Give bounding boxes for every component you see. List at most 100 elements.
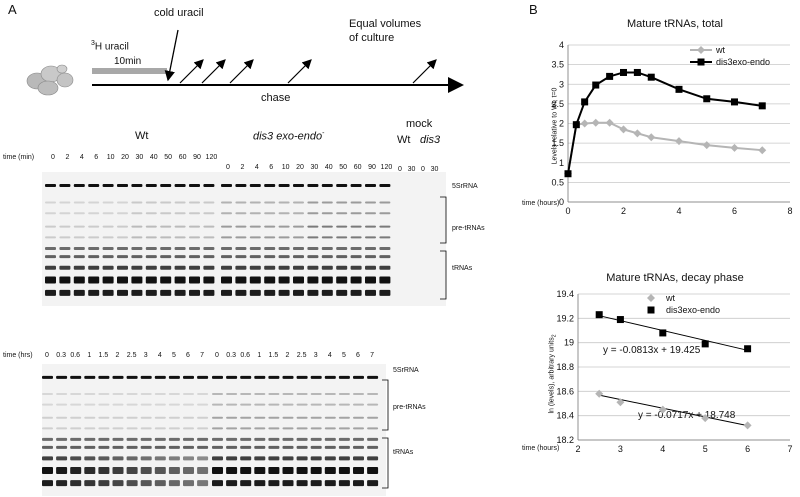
data-point	[731, 98, 738, 106]
gel-band	[126, 445, 138, 449]
gel-band	[307, 212, 319, 215]
h3-uracil-label: 3H uracil	[91, 40, 129, 53]
gel-band	[353, 375, 364, 379]
panel-b-letter: B	[529, 2, 538, 17]
gel-band	[189, 289, 200, 296]
x-tick-label: 6	[745, 444, 750, 454]
gel-band	[102, 276, 114, 284]
gel-band	[168, 427, 180, 430]
data-point	[730, 143, 739, 152]
x-tick-label: 5	[703, 444, 708, 454]
lane-label: 0	[51, 154, 55, 161]
y-tick-label: 1	[559, 158, 564, 168]
legend-label: wt	[665, 293, 675, 303]
gel-band	[264, 276, 276, 284]
y-tick-label: 0.5	[551, 177, 564, 187]
data-point	[581, 98, 589, 106]
gel-band	[112, 480, 124, 487]
gel-band	[197, 416, 209, 419]
y-tick-label: 19.4	[556, 289, 574, 299]
gel-band	[117, 255, 128, 259]
gel-band	[338, 403, 350, 406]
trendline	[599, 315, 748, 351]
gel-band	[264, 236, 276, 239]
gel-band	[183, 416, 194, 419]
gel-band	[168, 416, 180, 419]
gel-band	[338, 480, 350, 487]
gel-band	[174, 289, 186, 296]
gel-band	[160, 276, 172, 284]
y-tick-label: 18.4	[556, 411, 574, 421]
schematic-timeline	[92, 29, 464, 93]
gel-band	[126, 393, 138, 396]
gel-band	[336, 212, 348, 215]
gel-band	[197, 480, 209, 487]
group-dis3-label: dis3 exo-endo-	[253, 130, 325, 143]
gel-band	[293, 276, 304, 284]
lane-label: 5	[171, 352, 176, 359]
gel-band	[126, 403, 138, 406]
gel-band	[324, 445, 336, 449]
lane-label: 1.5	[98, 352, 109, 359]
gel-band	[117, 289, 128, 296]
gel-band	[338, 416, 350, 419]
gel-band	[293, 184, 304, 188]
gel-band	[307, 289, 319, 296]
gel-band	[254, 427, 266, 430]
gel-band	[42, 437, 53, 441]
lane-label: 0.6	[240, 352, 251, 359]
gel-band	[379, 289, 391, 296]
gel-band	[307, 265, 319, 270]
legend-label: dis3exo-endo	[716, 57, 770, 67]
gel-band	[226, 445, 238, 449]
gel-band	[117, 184, 128, 188]
data-point	[619, 125, 628, 134]
gel-band	[102, 247, 114, 251]
gel-band	[282, 416, 294, 419]
gel-band	[282, 437, 294, 441]
x-tick-label: 2	[575, 444, 580, 454]
gel-band	[249, 265, 261, 270]
gel-band	[336, 255, 348, 259]
gel-band	[197, 466, 209, 474]
gel-band	[56, 416, 68, 419]
gel-band	[310, 416, 322, 419]
gel-band	[98, 445, 110, 449]
data-point	[616, 398, 625, 407]
gel-band	[249, 201, 261, 204]
gel-band	[379, 265, 391, 270]
gel-band	[240, 416, 252, 419]
gel-band	[88, 255, 100, 259]
gel-band	[254, 393, 266, 396]
lane-label: 90	[193, 154, 201, 161]
gel-band	[338, 393, 350, 396]
bottom-gel-lane-labels: 0 0.3 0.6 1 1.5 2 2.5 3 4 5 6 7 0 0.3 0.6 1 1.5 2 2.5 3 4 5 6 7	[0, 352, 460, 366]
gel-band	[282, 403, 294, 406]
gel-band	[203, 184, 215, 188]
gel-band	[203, 255, 215, 259]
gel-band	[189, 236, 200, 239]
gel-band	[336, 184, 348, 188]
x-tick-label: 7	[787, 444, 792, 454]
gel-band	[189, 201, 200, 204]
gel-band	[197, 437, 209, 441]
gel-band	[203, 236, 215, 239]
gel-band	[70, 393, 82, 396]
gel-band	[379, 247, 391, 251]
gel-band	[296, 416, 308, 419]
gel-band	[307, 255, 319, 259]
gel-band	[379, 212, 391, 215]
gel-band	[117, 201, 128, 204]
gel-band	[117, 225, 128, 228]
lane-label: 40	[324, 164, 333, 171]
gel-band	[98, 375, 110, 379]
gel-band	[98, 480, 110, 487]
lane-label: 7	[200, 352, 205, 359]
gel-band	[365, 236, 376, 239]
gel-band	[336, 201, 348, 204]
gel-band	[365, 265, 376, 270]
gel-band	[240, 480, 252, 487]
gel-band	[240, 445, 252, 449]
gel-band	[367, 427, 379, 430]
gel-band	[160, 212, 172, 215]
